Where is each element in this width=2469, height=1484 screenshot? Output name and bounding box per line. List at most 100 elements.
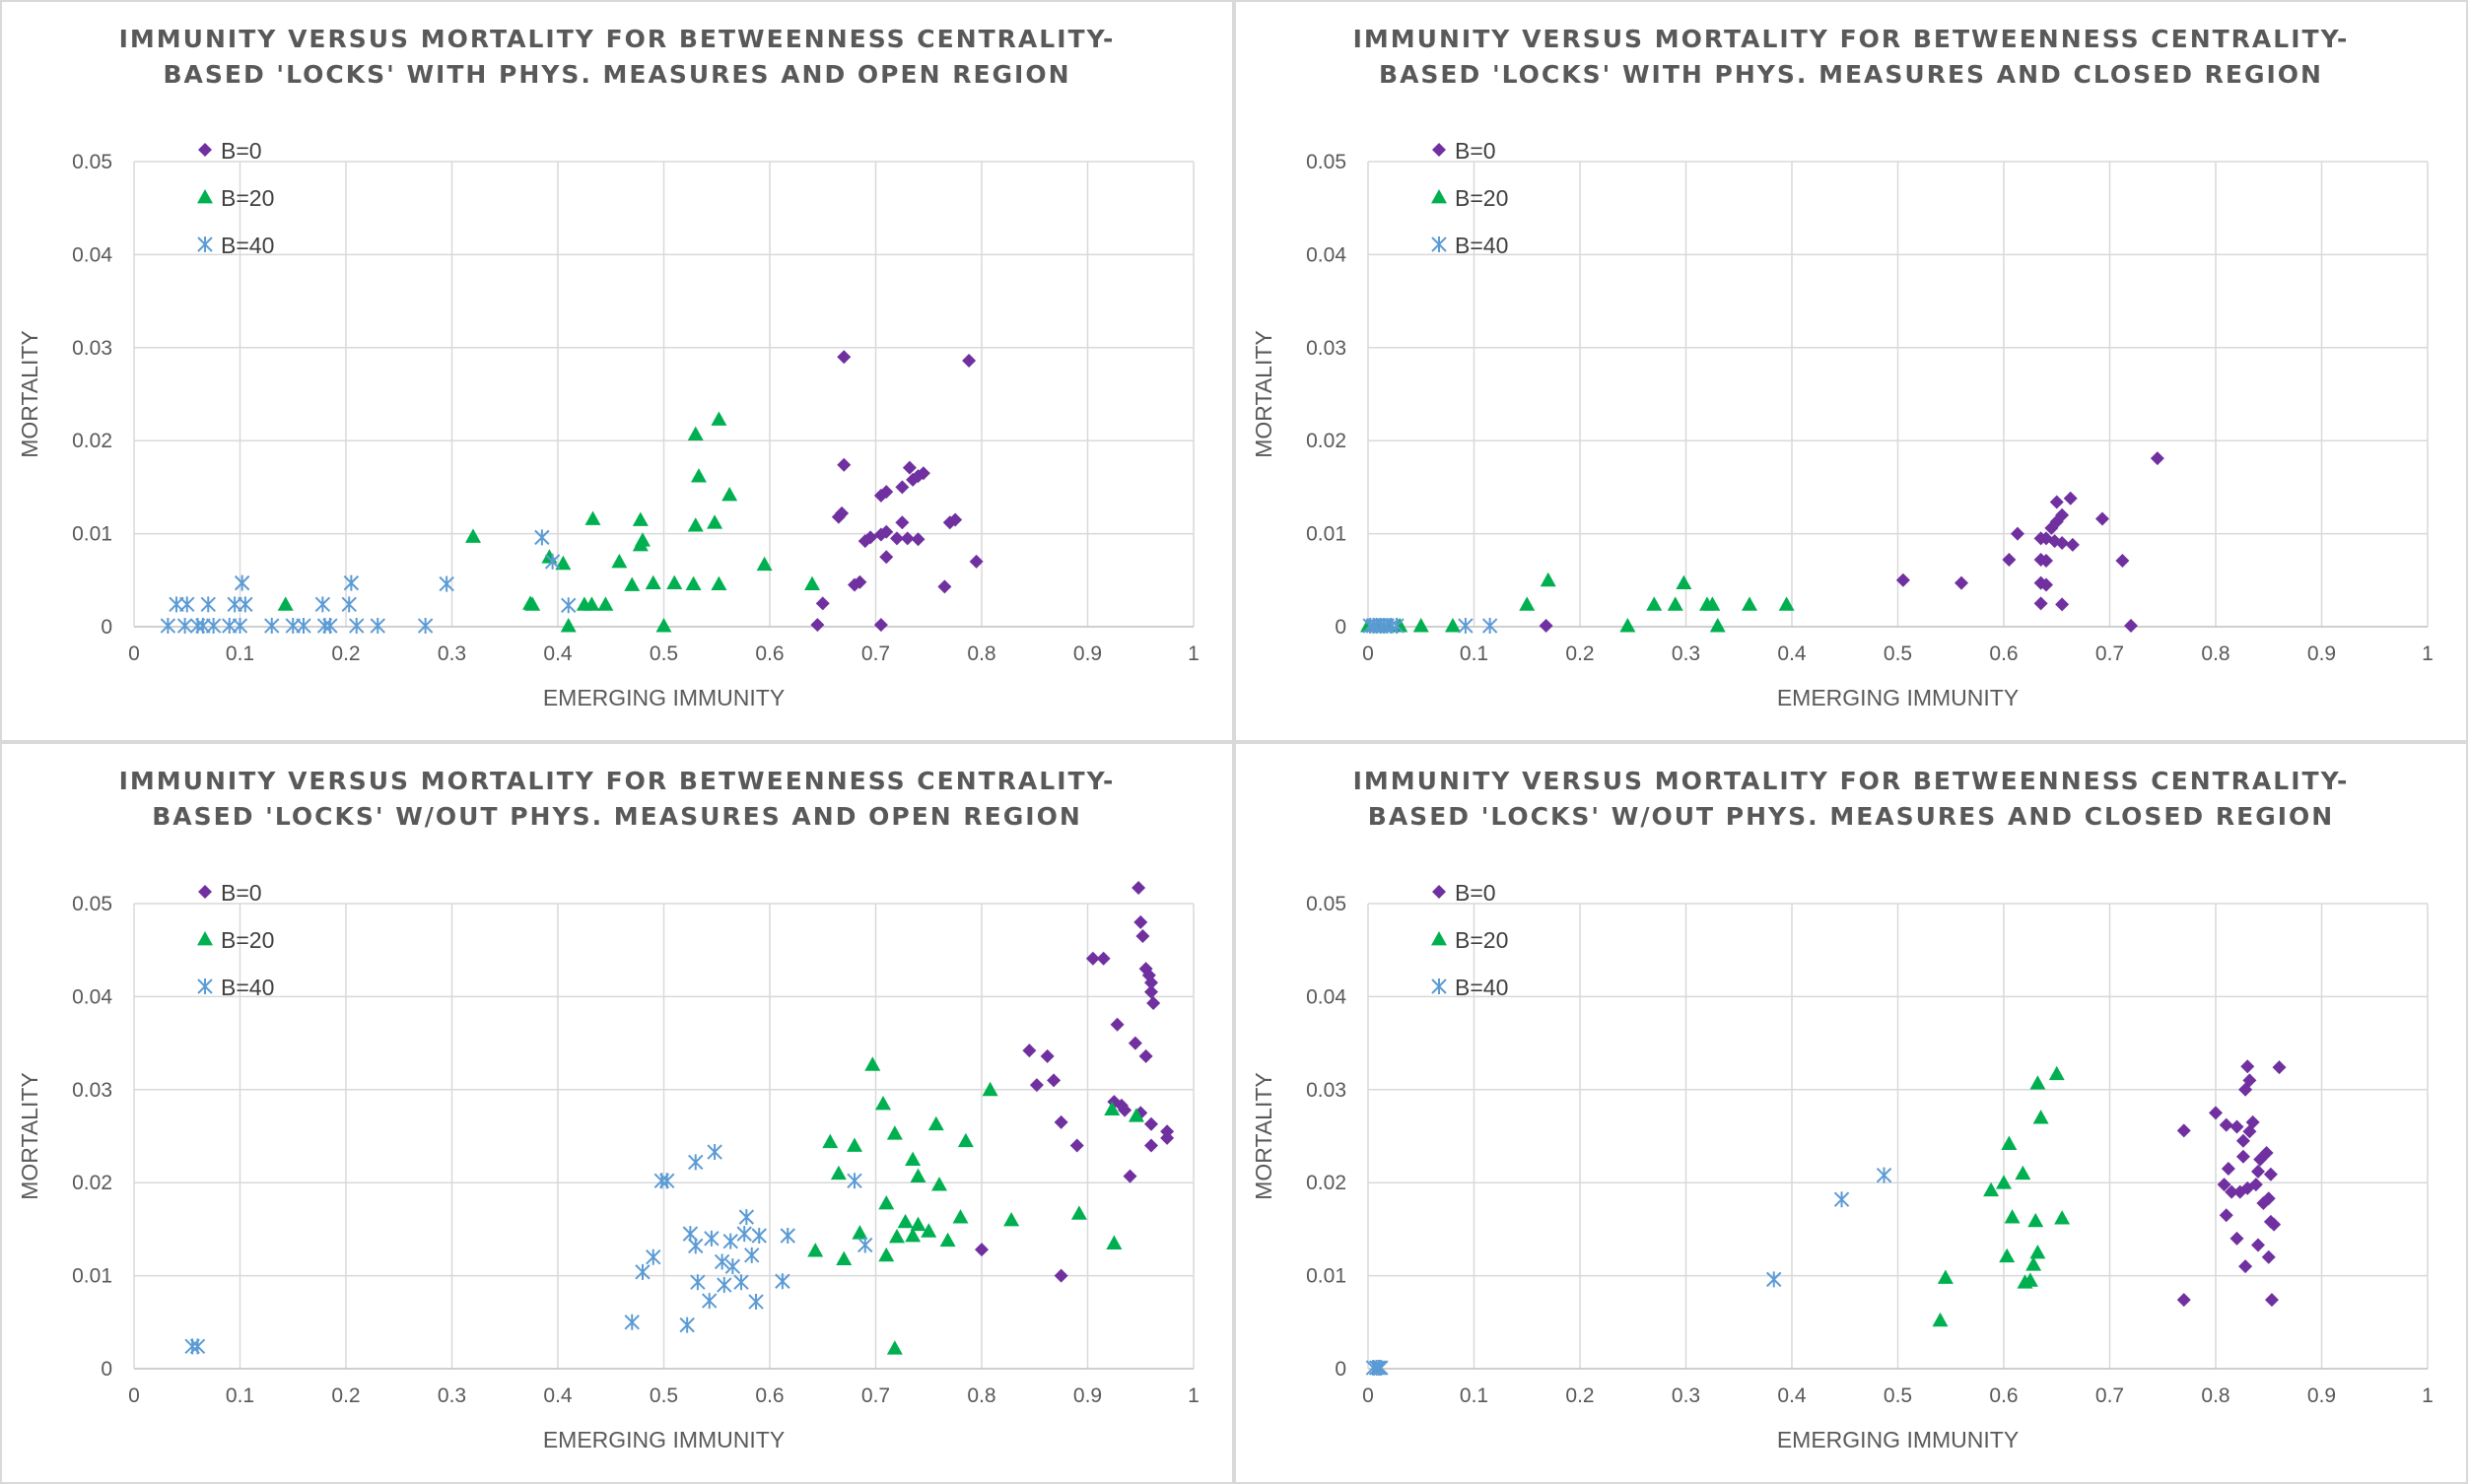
x-tick-label: 0.8 — [2201, 1384, 2229, 1407]
data-point — [2251, 1164, 2265, 1179]
data-point — [2209, 1106, 2223, 1120]
data-point — [1110, 1017, 1125, 1032]
series-b-0 — [975, 880, 1175, 1283]
data-point — [1069, 1138, 1084, 1153]
data-point — [837, 457, 852, 472]
data-point — [1895, 573, 1910, 587]
chart-panel-open-with-measures: IMMUNITY VERSUS MORTALITY FOR BETWEENNES… — [0, 0, 1234, 742]
data-point — [2065, 537, 2080, 552]
data-point — [1983, 1181, 2000, 1197]
data-point — [561, 597, 577, 614]
series-b-0 — [2176, 1059, 2287, 1308]
data-point — [624, 1314, 640, 1330]
data-point — [852, 1225, 868, 1240]
data-point — [704, 1230, 720, 1247]
y-tick-label: 0.04 — [72, 985, 112, 1008]
data-point — [635, 1263, 651, 1280]
data-point — [1107, 1095, 1122, 1110]
data-point — [1778, 596, 1795, 611]
chart-title-line: IMMUNITY VERSUS MORTALITY FOR BETWEENNES… — [1353, 767, 2350, 795]
series-b-40 — [160, 529, 577, 635]
x-axis-title: EMERGING IMMUNITY — [1777, 685, 2019, 710]
data-point — [886, 1125, 903, 1140]
data-point — [879, 550, 894, 565]
legend-label: B=40 — [221, 975, 274, 1000]
data-point — [2025, 1256, 2042, 1271]
data-point — [160, 618, 176, 635]
data-point — [969, 554, 984, 569]
y-tick-label: 0.03 — [1306, 337, 1346, 360]
legend-label: B=0 — [1455, 880, 1496, 906]
data-point — [1742, 596, 1757, 611]
x-axis-title: EMERGING IMMUNITY — [543, 685, 785, 710]
data-point — [2267, 1217, 2282, 1232]
data-point — [711, 575, 727, 590]
x-tick-label: 0.4 — [543, 1384, 573, 1407]
data-point — [2029, 1075, 2046, 1090]
data-point — [931, 1177, 947, 1191]
x-tick-label: 0.6 — [755, 642, 784, 665]
data-point — [2263, 1167, 2278, 1181]
data-point — [910, 1168, 926, 1182]
data-point — [890, 531, 904, 546]
chart-title-line: BASED 'LOCKS' WITH PHYS. MEASURES AND OP… — [163, 60, 1070, 89]
data-point — [1519, 596, 1536, 611]
data-point — [1146, 996, 1161, 1011]
data-point — [1709, 618, 1726, 633]
data-point — [2253, 1152, 2268, 1167]
scatter-chart: IMMUNITY VERSUS MORTALITY FOR BETWEENNES… — [17, 767, 1200, 1452]
data-point — [975, 1243, 989, 1257]
data-point — [2238, 1082, 2253, 1097]
data-point — [1766, 1271, 1782, 1288]
data-point — [1054, 1268, 1068, 1283]
data-point — [264, 618, 280, 635]
data-point — [688, 1154, 704, 1171]
data-point — [873, 527, 888, 542]
data-point — [927, 1115, 944, 1131]
data-point — [341, 596, 357, 613]
y-tick-label: 0.02 — [1306, 430, 1346, 452]
data-point — [1138, 1048, 1153, 1063]
data-point — [921, 1223, 937, 1238]
x-tick-label: 0.7 — [2095, 642, 2124, 665]
data-point — [296, 618, 311, 635]
x-tick-label: 0.8 — [967, 1384, 995, 1407]
data-point — [895, 515, 910, 530]
data-point — [195, 618, 211, 635]
data-point — [1022, 1044, 1037, 1058]
data-point — [1160, 1130, 1175, 1145]
chart-title-line: IMMUNITY VERSUS MORTALITY FOR BETWEENNES… — [1353, 25, 2350, 53]
data-point — [1481, 618, 1498, 635]
y-tick-label: 0.05 — [1306, 893, 1346, 915]
data-point — [234, 574, 250, 591]
data-point — [439, 575, 454, 592]
data-point — [1128, 1108, 1144, 1122]
y-tick-label: 0.01 — [72, 1265, 112, 1288]
data-point — [2229, 1231, 2244, 1246]
legend-label: B=0 — [221, 138, 262, 164]
x-tick-label: 0.3 — [1672, 1384, 1700, 1407]
data-point — [1132, 880, 1146, 895]
x-tick-label: 1 — [2422, 642, 2434, 665]
data-point — [897, 1213, 914, 1229]
legend-label: B=20 — [221, 185, 274, 211]
data-point — [1144, 976, 1158, 990]
y-tick-label: 0 — [101, 1358, 112, 1381]
data-point — [2002, 553, 2017, 568]
data-point — [847, 1137, 862, 1152]
data-point — [659, 1173, 675, 1189]
data-point — [895, 480, 910, 495]
scatter-chart: IMMUNITY VERSUS MORTALITY FOR BETWEENNES… — [1251, 767, 2434, 1452]
y-axis-title: MORTALITY — [1251, 1072, 1276, 1200]
x-tick-label: 0.2 — [1565, 1384, 1594, 1407]
data-point — [864, 1056, 881, 1071]
data-point — [905, 1151, 922, 1166]
data-point — [314, 596, 331, 613]
legend-entry: B=0 — [1432, 880, 1496, 906]
legend-label: B=0 — [221, 880, 262, 906]
data-point — [1029, 1078, 1044, 1093]
data-point — [962, 354, 977, 369]
y-tick-label: 0.02 — [1306, 1172, 1346, 1194]
data-point — [2232, 1184, 2247, 1199]
data-point — [756, 556, 773, 572]
